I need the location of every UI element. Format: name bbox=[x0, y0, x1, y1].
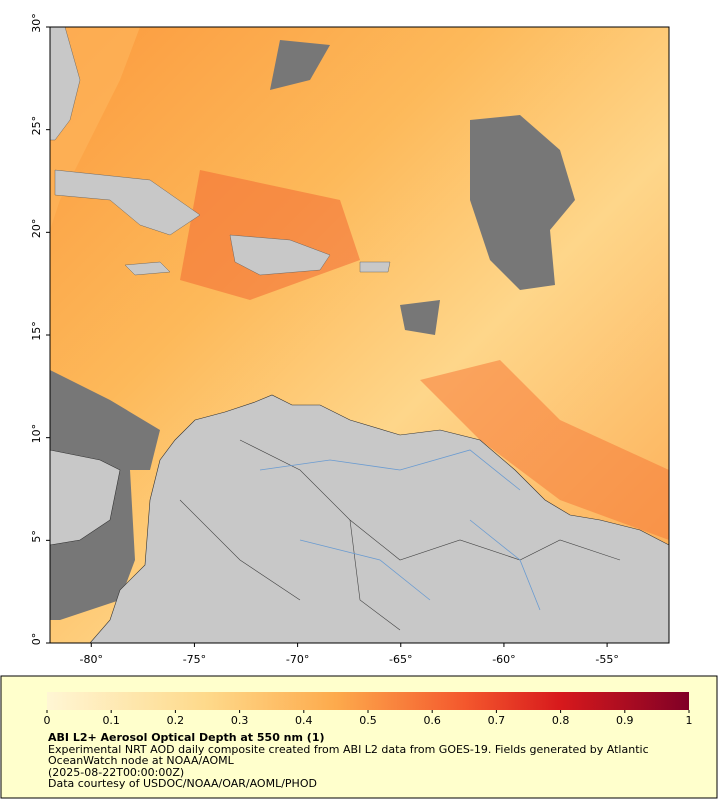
colorbar-tick-label: 0 bbox=[44, 714, 51, 727]
colorbar-tick-label: 0.9 bbox=[616, 714, 634, 727]
colorbar-tick-label: 0.5 bbox=[359, 714, 377, 727]
colorbar-tick-label: 1 bbox=[686, 714, 693, 727]
x-tick-label: -70° bbox=[286, 653, 309, 666]
land-south-america bbox=[89, 394, 670, 644]
land-hispaniola bbox=[229, 234, 331, 276]
y-tick-label: 30° bbox=[30, 13, 43, 33]
x-tick-label: -65° bbox=[389, 653, 412, 666]
aod-patch bbox=[420, 360, 669, 540]
caption-credit: Data courtesy of USDOC/NOAA/OAR/AOML/PHO… bbox=[48, 777, 317, 790]
missing-data bbox=[270, 40, 330, 90]
x-tick-label: -80° bbox=[80, 653, 103, 666]
rivers bbox=[259, 449, 541, 611]
y-tick-label: 15° bbox=[30, 321, 43, 341]
missing-data bbox=[470, 115, 575, 290]
x-tick-label: -55° bbox=[595, 653, 618, 666]
y-tick-label: 20° bbox=[30, 219, 43, 239]
colorbar-tick-label: 0.2 bbox=[167, 714, 185, 727]
x-tick-label: -75° bbox=[183, 653, 206, 666]
land-cuba bbox=[54, 169, 201, 236]
land-jamaica bbox=[124, 261, 171, 276]
colorbar bbox=[47, 692, 689, 710]
caption-title: ABI L2+ Aerosol Optical Depth at 550 nm … bbox=[48, 731, 325, 744]
y-tick-label: 25° bbox=[30, 116, 43, 136]
colorbar-tick-label: 0.4 bbox=[295, 714, 313, 727]
y-tick-label: 0° bbox=[30, 633, 43, 646]
colorbar-tick-label: 0.6 bbox=[423, 714, 441, 727]
caption: ABI L2+ Aerosol Optical Depth at 550 nm … bbox=[48, 732, 688, 790]
y-tick-label: 5° bbox=[30, 530, 43, 543]
borders bbox=[179, 439, 621, 631]
caption-description: Experimental NRT AOD daily composite cre… bbox=[48, 742, 649, 767]
caption-date: (2025-08-22T00:00:00Z) bbox=[48, 765, 185, 779]
land-puerto-rico bbox=[359, 261, 391, 273]
map-area bbox=[49, 26, 670, 644]
missing-data bbox=[400, 300, 440, 335]
colorbar-tick-label: 0.1 bbox=[102, 714, 120, 727]
land-central-america bbox=[49, 449, 121, 546]
colorbar-tick-label: 0.8 bbox=[552, 714, 570, 727]
colorbar-tick-label: 0.3 bbox=[231, 714, 249, 727]
x-tick-label: -60° bbox=[492, 653, 515, 666]
y-tick-label: 10° bbox=[30, 424, 43, 444]
colorbar-tick-label: 0.7 bbox=[488, 714, 506, 727]
